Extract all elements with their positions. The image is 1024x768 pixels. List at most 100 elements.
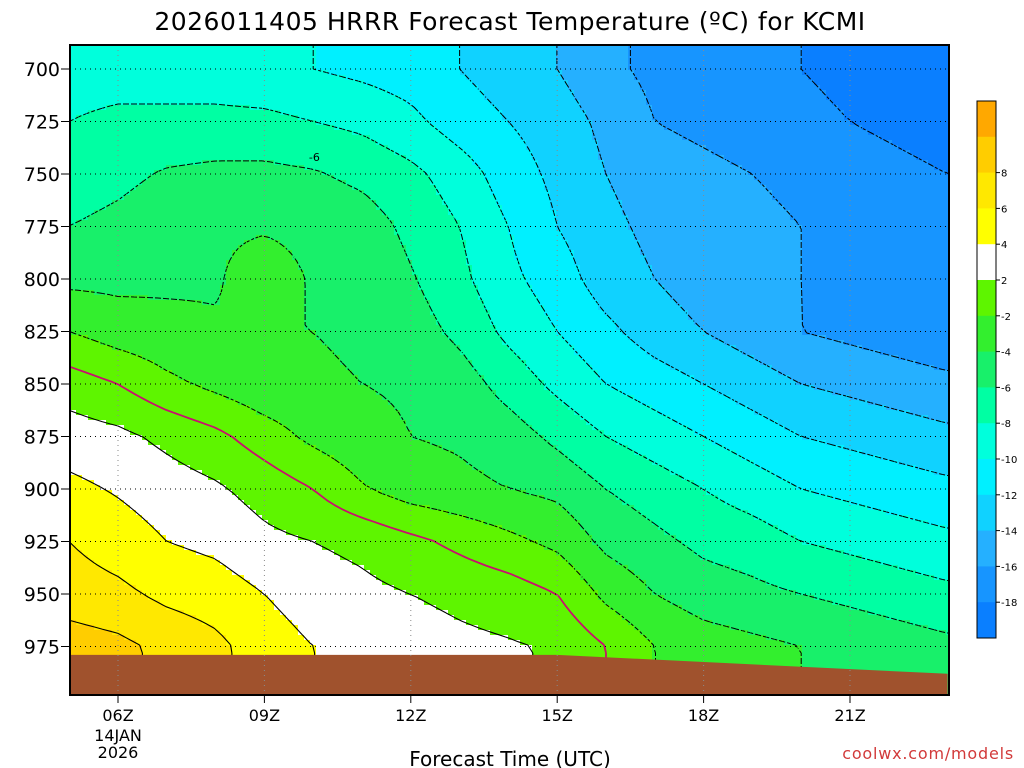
field-cell: [748, 170, 755, 176]
field-cell: [664, 55, 671, 61]
field-cell: [598, 55, 605, 61]
field-cell: [166, 200, 173, 206]
field-cell: [604, 70, 611, 76]
field-cell: [682, 170, 689, 176]
field-cell: [886, 100, 893, 106]
field-cell: [784, 120, 791, 126]
field-cell: [208, 160, 215, 166]
field-cell: [310, 105, 317, 111]
field-cell: [496, 60, 503, 66]
field-cell: [940, 195, 947, 201]
field-cell: [298, 55, 305, 61]
field-cell: [142, 90, 149, 96]
field-cell: [742, 160, 749, 166]
field-cell: [460, 75, 467, 81]
field-cell: [406, 205, 413, 211]
field-cell: [646, 105, 653, 111]
field-cell: [466, 85, 473, 91]
field-cell: [262, 140, 269, 146]
field-cell: [868, 95, 875, 101]
field-cell: [232, 45, 239, 51]
field-cell: [298, 50, 305, 56]
field-cell: [358, 195, 365, 201]
field-cell: [424, 205, 431, 211]
field-cell: [448, 145, 455, 151]
field-cell: [826, 160, 833, 166]
field-cell: [586, 205, 593, 211]
field-cell: [712, 70, 719, 76]
field-cell: [340, 165, 347, 171]
field-cell: [892, 115, 899, 121]
field-cell: [928, 150, 935, 156]
field-cell: [460, 125, 467, 131]
field-cell: [724, 55, 731, 61]
field-cell: [436, 90, 443, 96]
field-cell: [712, 80, 719, 86]
field-cell: [886, 105, 893, 111]
field-cell: [130, 130, 137, 136]
field-cell: [856, 210, 863, 216]
field-cell: [262, 190, 269, 196]
field-cell: [376, 140, 383, 146]
field-cell: [718, 195, 725, 201]
field-cell: [532, 60, 539, 66]
field-cell: [442, 50, 449, 56]
field-cell: [292, 195, 299, 201]
field-cell: [310, 210, 317, 216]
field-cell: [544, 190, 551, 196]
field-cell: [454, 185, 461, 191]
field-cell: [454, 195, 461, 201]
field-cell: [778, 150, 785, 156]
field-cell: [496, 70, 503, 76]
field-cell: [376, 50, 383, 56]
field-cell: [406, 185, 413, 191]
field-cell: [220, 165, 227, 171]
field-cell: [280, 105, 287, 111]
field-cell: [940, 185, 947, 191]
field-cell: [370, 185, 377, 191]
field-cell: [682, 185, 689, 191]
field-cell: [352, 145, 359, 151]
field-cell: [862, 205, 869, 211]
field-cell: [838, 65, 845, 71]
field-cell: [628, 125, 635, 131]
field-cell: [172, 195, 179, 201]
field-cell: [832, 80, 839, 86]
field-cell: [616, 155, 623, 161]
field-cell: [874, 175, 881, 181]
field-cell: [214, 190, 221, 196]
field-cell: [892, 90, 899, 96]
field-cell: [544, 200, 551, 206]
field-cell: [898, 85, 905, 91]
field-cell: [598, 140, 605, 146]
field-cell: [898, 160, 905, 166]
field-cell: [448, 115, 455, 121]
field-cell: [634, 190, 641, 196]
field-cell: [196, 75, 203, 81]
field-cell: [796, 140, 803, 146]
field-cell: [562, 140, 569, 146]
field-cell: [448, 95, 455, 101]
field-cell: [706, 170, 713, 176]
field-cell: [856, 130, 863, 136]
field-cell: [868, 50, 875, 56]
field-cell: [280, 45, 287, 51]
field-cell: [484, 120, 491, 126]
field-cell: [478, 135, 485, 141]
field-cell: [172, 105, 179, 111]
field-cell: [292, 190, 299, 196]
field-cell: [706, 150, 713, 156]
field-cell: [136, 160, 143, 166]
field-cell: [250, 180, 257, 186]
field-cell: [604, 145, 611, 151]
field-cell: [82, 85, 89, 91]
field-cell: [598, 75, 605, 81]
field-cell: [550, 55, 557, 61]
field-cell: [256, 145, 263, 151]
field-cell: [562, 195, 569, 201]
field-cell: [436, 205, 443, 211]
field-cell: [550, 95, 557, 101]
field-cell: [292, 45, 299, 51]
field-cell: [658, 185, 665, 191]
field-cell: [850, 170, 857, 176]
